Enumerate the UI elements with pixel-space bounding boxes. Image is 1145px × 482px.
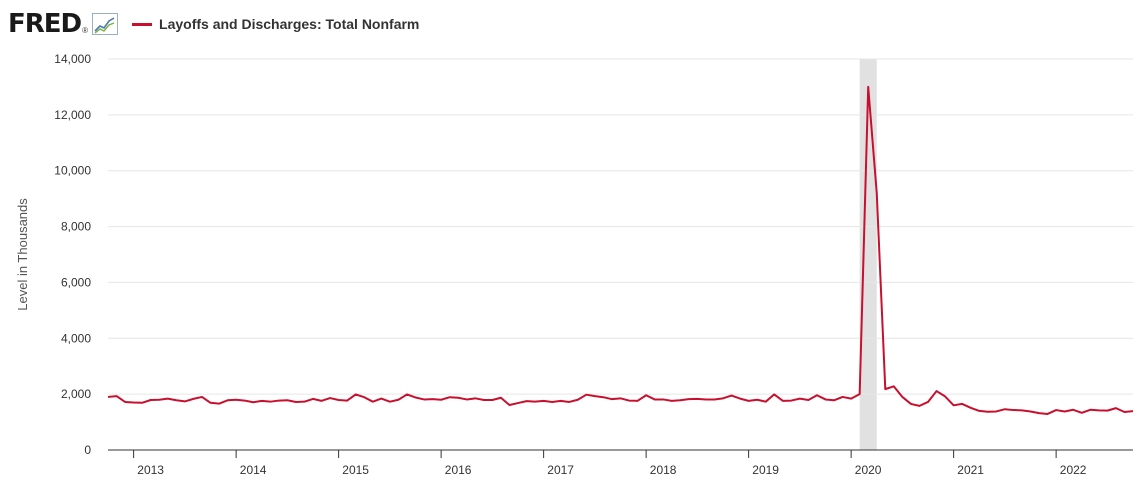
x-tick-label: 2014 — [240, 463, 267, 477]
fred-logo-text: FRED — [8, 9, 82, 39]
legend-swatch — [132, 22, 153, 26]
registered-mark-icon: ® — [82, 25, 89, 35]
x-tick-label: 2021 — [957, 463, 984, 477]
y-tick-label: 0 — [84, 443, 91, 457]
x-tick-label: 2017 — [547, 463, 574, 477]
x-tick-label: 2020 — [855, 463, 882, 477]
y-tick-label: 2,000 — [61, 387, 91, 401]
fred-logo[interactable]: FRED ® — [8, 9, 119, 39]
gridlines-group — [108, 58, 1133, 395]
recession-shading-group — [859, 59, 877, 450]
x-tick-label: 2019 — [752, 463, 779, 477]
y-tick-labels-group: 0 2,000 4,000 6,000 8,000 10,000 12,000 14,000 — [54, 52, 91, 457]
legend: Layoffs and Discharges: Total Nonfarm — [132, 16, 419, 32]
series-group — [107, 85, 1134, 415]
fred-chart-icon — [92, 13, 119, 35]
y-axis-title: Level in Thousands — [15, 198, 30, 311]
x-tick-label: 2015 — [342, 463, 369, 477]
series-line — [107, 85, 1134, 415]
recession-shading — [859, 59, 877, 450]
y-tick-label: 14,000 — [54, 52, 91, 66]
x-tick-label: 2013 — [137, 463, 164, 477]
x-tick-label: 2018 — [650, 463, 677, 477]
y-tick-label: 8,000 — [61, 220, 91, 234]
x-tick-group: 2013 2014 2015 2016 2017 2018 2019 2020 2021 2022 — [133, 450, 1087, 477]
y-tick-label: 6,000 — [61, 275, 91, 289]
chart-header: FRED ® Layoffs and Discharges: Total Non… — [8, 8, 419, 40]
y-tick-label: 10,000 — [54, 164, 91, 178]
legend-label: Layoffs and Discharges: Total Nonfarm — [159, 16, 420, 32]
x-tick-label: 2016 — [445, 463, 472, 477]
y-tick-label: 12,000 — [54, 108, 91, 122]
y-tick-label: 4,000 — [61, 331, 91, 345]
x-tick-label: 2022 — [1060, 463, 1087, 477]
